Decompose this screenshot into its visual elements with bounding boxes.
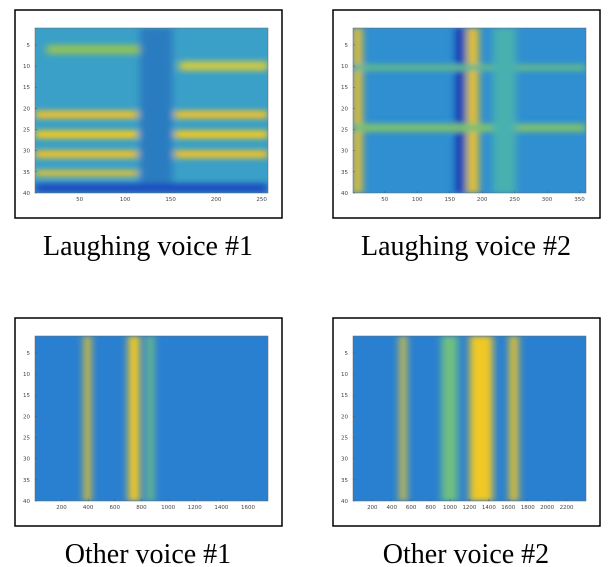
x-tick-label: 800 bbox=[425, 505, 436, 511]
x-tick-label: 1000 bbox=[443, 505, 457, 511]
y-tick-label: 20 bbox=[23, 414, 30, 420]
heatmap bbox=[353, 28, 586, 193]
y-tick-label: 20 bbox=[23, 106, 30, 112]
y-tick-label: 25 bbox=[341, 128, 348, 134]
x-tick-label: 1200 bbox=[462, 505, 476, 511]
x-tick-label: 1000 bbox=[161, 505, 175, 511]
y-tick-label: 35 bbox=[341, 478, 348, 484]
y-tick-label: 35 bbox=[23, 170, 30, 176]
heatmap bbox=[35, 336, 268, 501]
x-tick-label: 200 bbox=[367, 505, 378, 511]
y-tick-label: 30 bbox=[341, 457, 348, 463]
y-tick-label: 30 bbox=[23, 149, 30, 155]
panel-caption: Laughing voice #1 bbox=[43, 231, 253, 262]
y-tick-label: 15 bbox=[341, 393, 348, 399]
x-tick-label: 150 bbox=[165, 197, 176, 203]
y-tick-label: 40 bbox=[23, 499, 30, 505]
x-tick-label: 250 bbox=[509, 197, 520, 203]
x-tick-label: 1800 bbox=[521, 505, 535, 511]
x-tick-label: 1600 bbox=[501, 505, 515, 511]
y-tick-label: 30 bbox=[341, 149, 348, 155]
y-tick-label: 40 bbox=[341, 191, 348, 197]
x-tick-label: 200 bbox=[211, 197, 222, 203]
y-tick-label: 20 bbox=[341, 106, 348, 112]
y-tick-label: 10 bbox=[341, 372, 348, 378]
x-tick-label: 2000 bbox=[540, 505, 554, 511]
x-tick-label: 100 bbox=[412, 197, 423, 203]
y-tick-label: 25 bbox=[23, 128, 30, 134]
panel-caption: Laughing voice #2 bbox=[361, 231, 571, 262]
y-tick-label: 10 bbox=[341, 64, 348, 70]
y-tick-label: 15 bbox=[23, 393, 30, 399]
y-tick-label: 25 bbox=[341, 436, 348, 442]
heatmap bbox=[35, 28, 268, 193]
y-tick-label: 5 bbox=[345, 351, 349, 357]
y-tick-label: 30 bbox=[23, 457, 30, 463]
figure-canvas: 50 100 150 200 250 5 10 15 20 25 30 35 40 Laughing vo… bbox=[0, 0, 613, 567]
y-tick-label: 10 bbox=[23, 372, 30, 378]
x-tick-label: 400 bbox=[83, 505, 94, 511]
y-tick-label: 40 bbox=[341, 499, 348, 505]
y-tick-label: 20 bbox=[341, 414, 348, 420]
x-tick-label: 200 bbox=[56, 505, 67, 511]
y-tick-label: 10 bbox=[23, 64, 30, 70]
x-tick-label: 300 bbox=[542, 197, 553, 203]
y-tick-label: 35 bbox=[23, 478, 30, 484]
x-tick-label: 350 bbox=[574, 197, 585, 203]
x-tick-label: 50 bbox=[381, 197, 388, 203]
y-tick-label: 15 bbox=[23, 85, 30, 91]
x-tick-label: 2200 bbox=[560, 505, 574, 511]
x-tick-label: 1400 bbox=[482, 505, 496, 511]
x-tick-label: 100 bbox=[120, 197, 131, 203]
heatmap bbox=[353, 336, 586, 501]
x-tick-label: 800 bbox=[136, 505, 147, 511]
panel-caption: Other voice #1 bbox=[65, 539, 231, 567]
x-tick-label: 1600 bbox=[241, 505, 255, 511]
x-tick-label: 600 bbox=[406, 505, 417, 511]
x-tick-label: 1400 bbox=[214, 505, 228, 511]
x-tick-label: 50 bbox=[76, 197, 83, 203]
y-tick-label: 5 bbox=[27, 351, 31, 357]
y-tick-label: 15 bbox=[341, 85, 348, 91]
y-tick-label: 35 bbox=[341, 170, 348, 176]
x-tick-label: 600 bbox=[110, 505, 121, 511]
x-tick-label: 250 bbox=[256, 197, 267, 203]
x-tick-label: 400 bbox=[387, 505, 398, 511]
y-tick-label: 25 bbox=[23, 436, 30, 442]
x-tick-label: 1200 bbox=[188, 505, 202, 511]
panel-caption: Other voice #2 bbox=[383, 539, 549, 567]
figure: 50 100 150 200 250 5 10 15 20 25 30 35 40 Laughing vo… bbox=[0, 0, 613, 567]
y-tick-label: 40 bbox=[23, 191, 30, 197]
x-tick-label: 200 bbox=[477, 197, 488, 203]
y-tick-label: 5 bbox=[345, 43, 349, 49]
y-tick-label: 5 bbox=[27, 43, 31, 49]
x-tick-label: 150 bbox=[444, 197, 455, 203]
